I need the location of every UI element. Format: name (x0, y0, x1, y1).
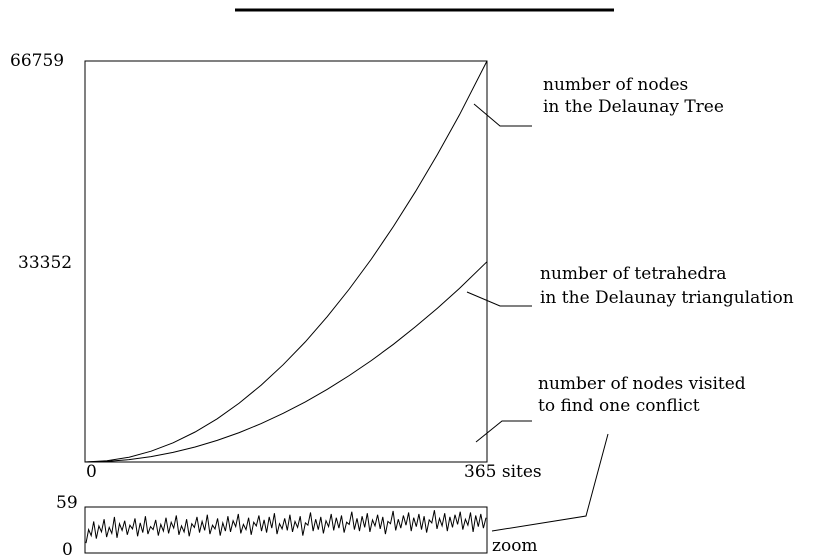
leader-line-zoom (491, 433, 609, 532)
annotation-conflict-line-2: to find one conflict (538, 396, 700, 416)
annotation-delaunay-tree-line-1: number of nodes (543, 75, 688, 95)
leader-line-conflict (475, 420, 532, 443)
annotation-conflict-line-1: number of nodes visited (538, 374, 746, 394)
leader-line-delaunay-tree (473, 103, 532, 127)
zoom-y-tick-label-min: 0 (62, 540, 73, 557)
annotation-delaunay-tree-line-2: in the Delaunay Tree (543, 97, 724, 117)
series-line-tetrahedra (84, 261, 488, 463)
main-plot-frame (84, 60, 488, 463)
x-tick-label-max: 365 sites (464, 462, 542, 482)
annotation-tetrahedra-line-2: in the Delaunay triangulation (540, 288, 794, 308)
zoom-y-tick-label-max: 59 (56, 493, 78, 513)
zoom-series-line (85, 510, 487, 544)
y-tick-label-max: 66759 (10, 51, 64, 71)
annotation-tetrahedra-line-1: number of tetrahedra (540, 264, 727, 284)
leader-line-tetrahedra (466, 291, 532, 307)
zoom-plot-frame (84, 506, 488, 554)
x-tick-label-min: 0 (86, 462, 97, 482)
zoom-label: zoom (492, 536, 538, 556)
series-line-delaunay-tree-nodes (84, 60, 488, 463)
y-tick-label-mid: 33352 (18, 253, 72, 273)
